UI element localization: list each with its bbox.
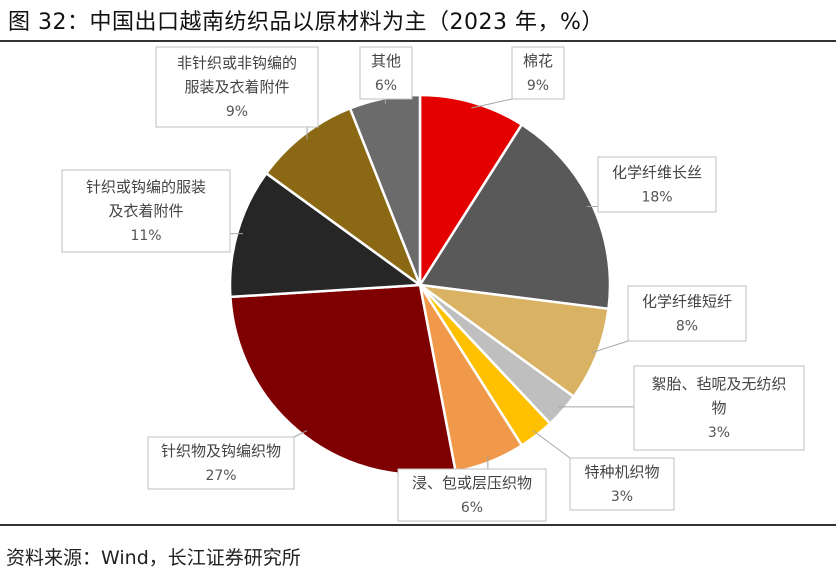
pie-slice-3 <box>419 283 610 399</box>
label-box-7 <box>147 436 295 490</box>
slice-label-10: 其他 6% <box>359 46 413 105</box>
slice-value-9: 9% <box>226 104 248 120</box>
slice-value-5: 3% <box>611 489 633 505</box>
label-box-5 <box>569 457 675 511</box>
slice-value-10: 6% <box>375 78 397 94</box>
slice-name-8: 及衣着附件 <box>108 202 183 220</box>
pie-slice-9 <box>264 106 423 289</box>
bottom-rule <box>0 524 836 526</box>
slice-value-7: 27% <box>205 468 236 484</box>
slice-label-1: 棉花 9% <box>471 46 565 109</box>
slice-name-3: 化学纤维短纤 <box>642 293 732 311</box>
slice-name-1: 棉花 <box>523 52 553 70</box>
slice-label-3: 化学纤维短纤 8% <box>591 285 747 354</box>
slice-label-7: 针织物及钩编织物 27% <box>147 430 308 490</box>
slice-value-8: 11% <box>130 228 161 244</box>
slice-label-6: 浸、包或层压织物 6% <box>397 456 547 522</box>
leader-line-1 <box>471 98 513 109</box>
leader-line-7 <box>293 430 308 438</box>
leader-line-3 <box>591 340 629 354</box>
slice-value-1: 9% <box>527 78 549 94</box>
slice-name-4: 物 <box>711 399 726 417</box>
slice-value-2: 18% <box>641 190 672 206</box>
slice-value-3: 8% <box>676 319 698 335</box>
slice-value-6: 6% <box>461 500 483 516</box>
slice-name-8: 针织或钩编的服装 <box>86 178 206 196</box>
top-rule <box>0 40 836 42</box>
slice-name-10: 其他 <box>371 52 401 70</box>
slice-name-7: 针织物及钩编织物 <box>161 442 281 460</box>
label-box-1 <box>511 46 565 100</box>
slice-name-5: 特种机织物 <box>584 463 659 481</box>
chart-title: 图 32：中国出口越南纺织品以原材料为主（2023 年，%） <box>8 10 604 35</box>
slice-name-2: 化学纤维长丝 <box>612 164 702 182</box>
slice-value-4: 3% <box>708 425 730 441</box>
pie-slice-2 <box>417 122 612 311</box>
pie-slice-1 <box>418 93 524 290</box>
label-box-8 <box>61 169 231 253</box>
leader-line-5 <box>532 430 571 459</box>
label-box-9 <box>155 46 319 128</box>
slice-name-9: 服装及衣着附件 <box>184 78 289 96</box>
label-box-10 <box>359 46 413 100</box>
label-box-2 <box>597 156 717 213</box>
slice-name-9: 非针织或非钩编的 <box>177 54 297 72</box>
label-box-6 <box>397 468 547 522</box>
pie-slice-8 <box>228 171 424 299</box>
slice-name-4: 絮胎、毡呢及无纺织 <box>651 375 786 393</box>
slice-label-5: 特种机织物 3% <box>532 430 675 511</box>
source-note: 资料来源：Wind，长江证券研究所 <box>6 547 301 569</box>
label-box-4 <box>633 365 805 451</box>
label-box-3 <box>627 285 747 342</box>
slice-name-6: 浸、包或层压织物 <box>412 474 532 492</box>
slice-label-2: 化学纤维长丝 18% <box>586 156 717 213</box>
